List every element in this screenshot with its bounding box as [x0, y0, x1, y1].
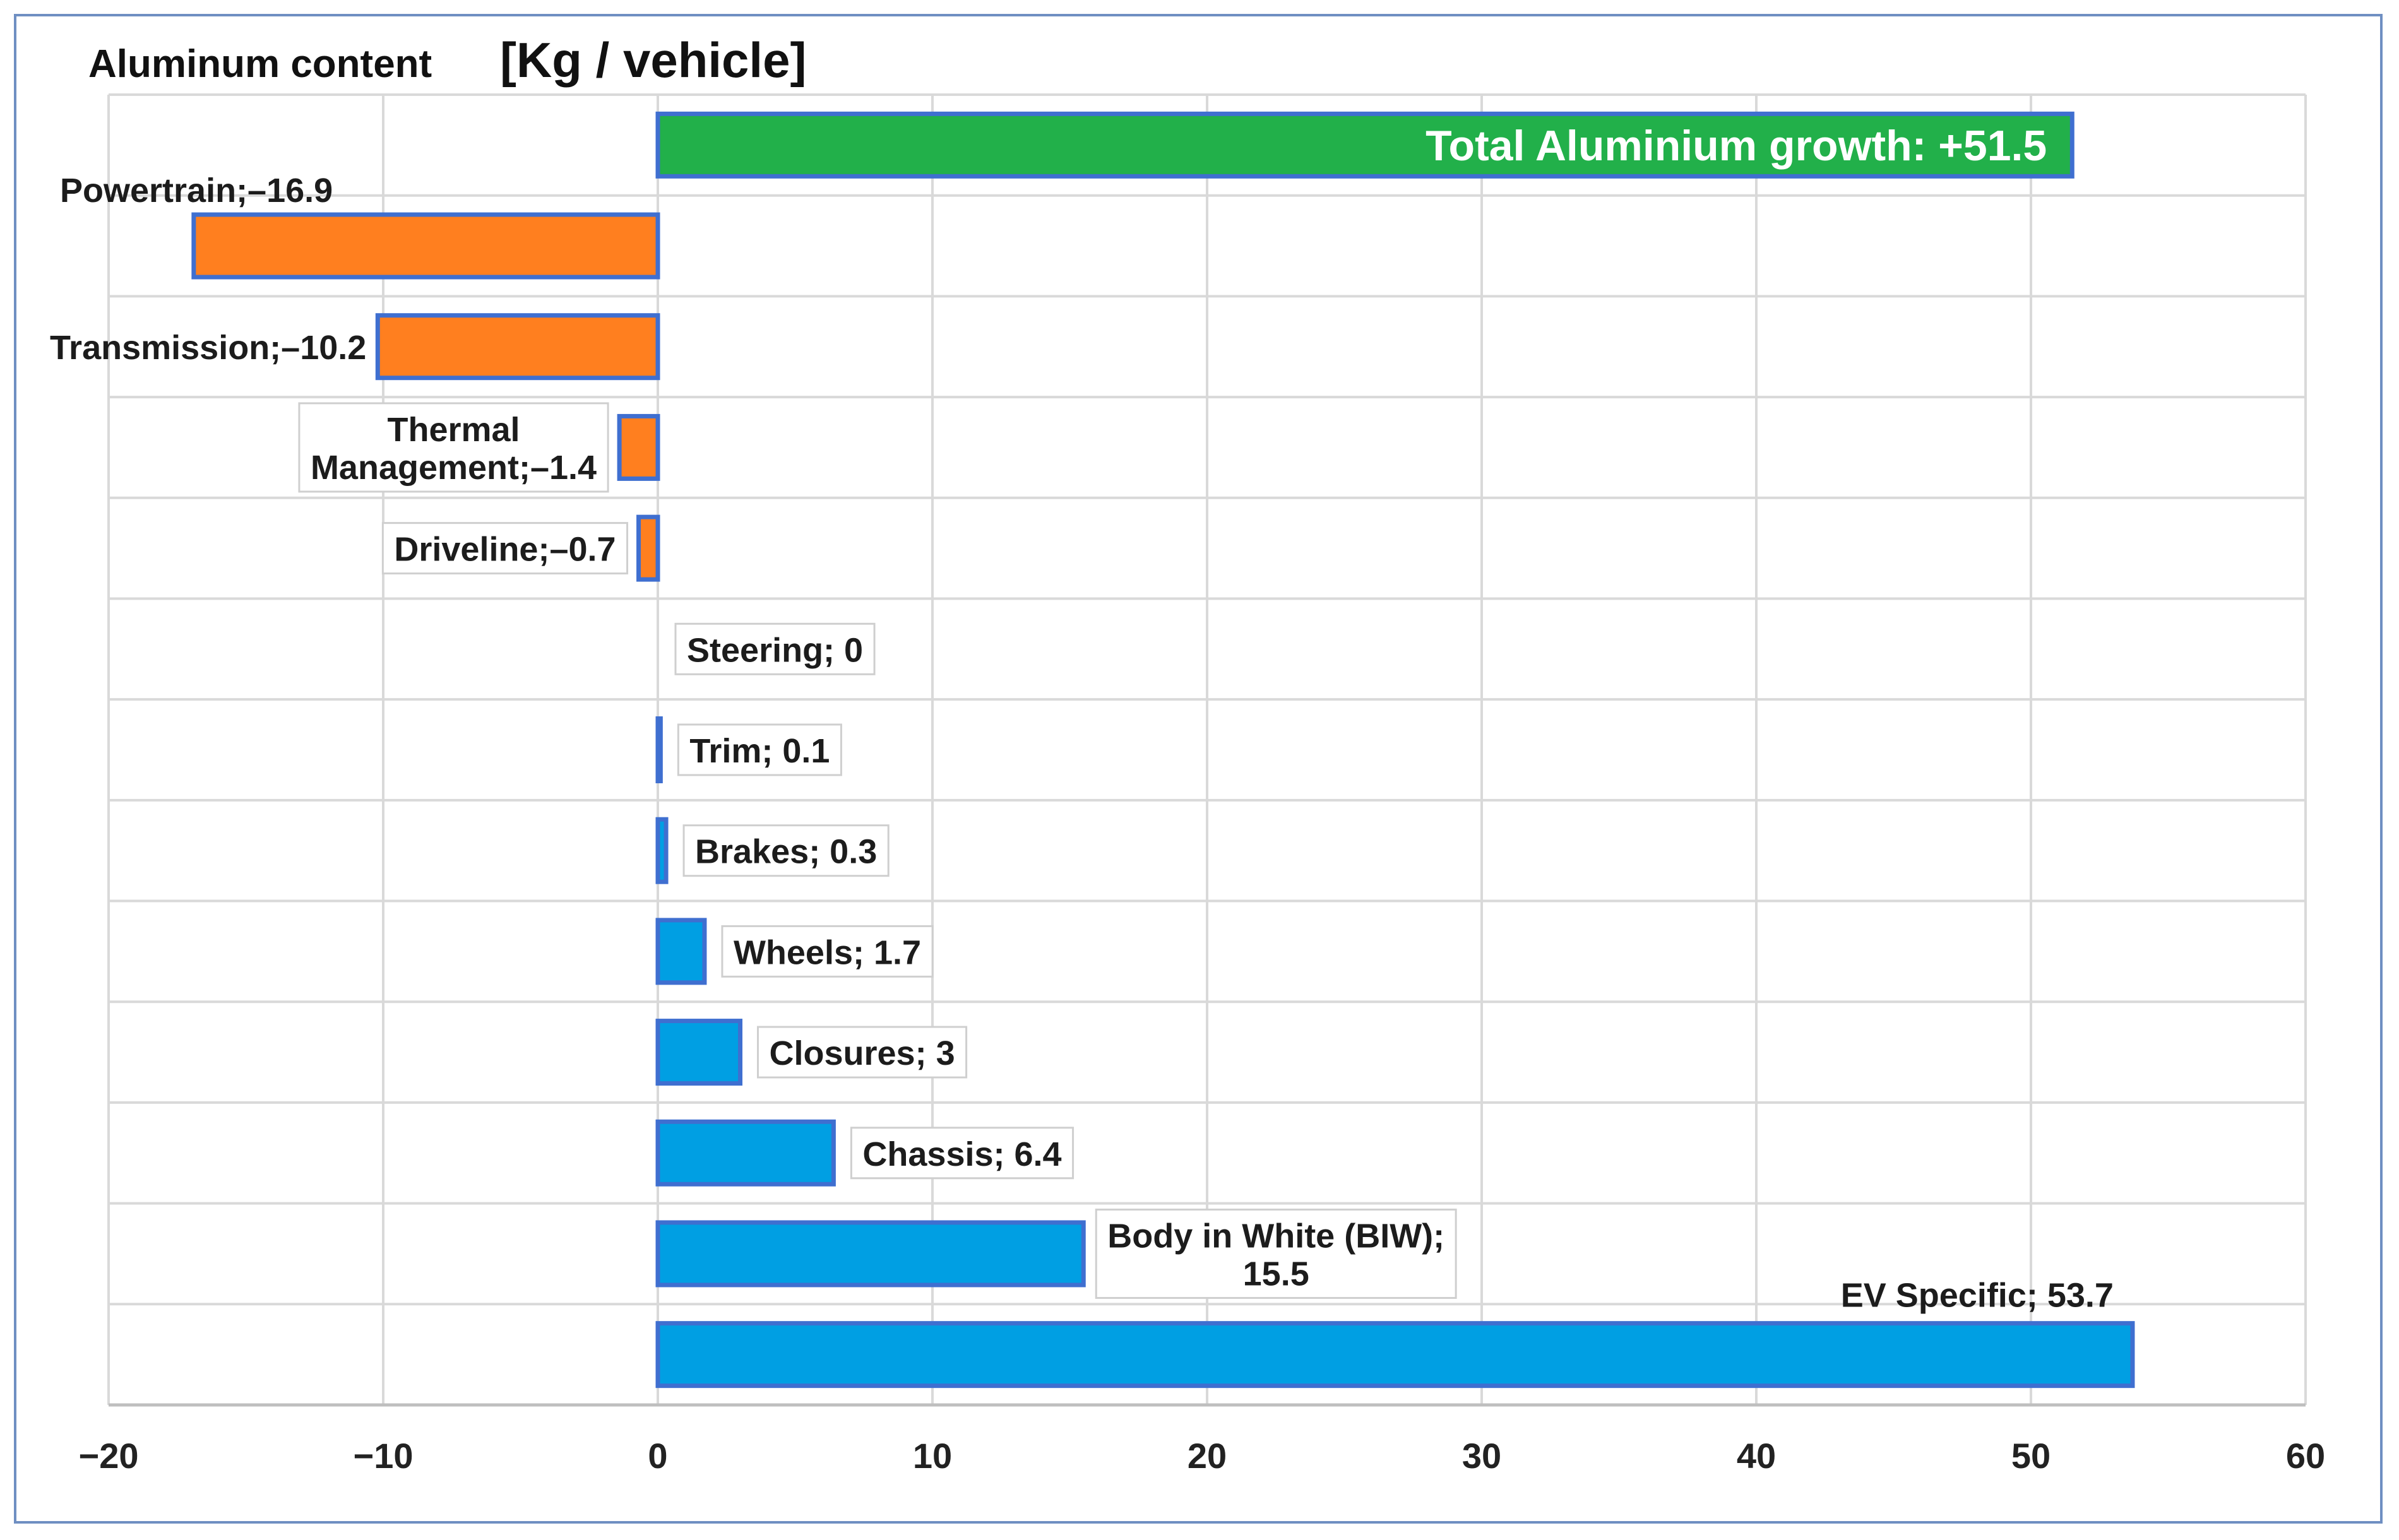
bar-label-box — [850, 1127, 1074, 1180]
bar-label: Brakes; 0.3 — [682, 824, 890, 877]
bar-layer — [191, 111, 2135, 1389]
bar-label-text: Closures; 3 — [770, 1034, 955, 1072]
bar-label-text: Powertrain;–16.9 — [60, 172, 333, 210]
bar-label-text: Brakes; 0.3 — [695, 833, 877, 871]
bar-label-box — [677, 723, 842, 776]
x-tick-label: 20 — [1188, 1436, 1227, 1476]
x-tick-label: −10 — [354, 1436, 414, 1476]
bar — [655, 1119, 836, 1187]
bar-label-text: Body in White (BIW); — [1107, 1217, 1444, 1255]
bar-label: Steering; 0 — [674, 622, 876, 675]
bar-label-text: Management;–1.4 — [311, 449, 597, 487]
x-tick-label: −20 — [79, 1436, 139, 1476]
bar-label-text: Thermal — [387, 411, 520, 449]
bar — [655, 1220, 1086, 1288]
bar-label: Trim; 0.1 — [677, 723, 842, 776]
label-layer: Total Aluminium growth: +51.5 Powertrain;… — [50, 122, 2114, 1315]
bar — [191, 212, 660, 280]
chart-title: Aluminum content — [88, 42, 432, 86]
bar-label: Wheels; 1.7 — [721, 925, 934, 978]
bar-label-text: 15.5 — [1243, 1255, 1309, 1293]
bar-label-text: Chassis; 6.4 — [862, 1135, 1061, 1173]
bar-label-text: Transmission;–10.2 — [50, 329, 366, 367]
x-tick-label: 50 — [2011, 1436, 2051, 1476]
x-tick-label: 60 — [2286, 1436, 2325, 1476]
bar — [655, 716, 663, 784]
bar-label-box — [674, 622, 876, 675]
bar — [375, 313, 660, 381]
bar-label-text: Driveline;–0.7 — [394, 531, 616, 569]
bar — [655, 918, 707, 985]
x-tick-label: 30 — [1462, 1436, 1501, 1476]
bar-label: Closures; 3 — [757, 1026, 968, 1079]
bar — [617, 413, 660, 481]
bar — [655, 111, 2075, 179]
bar — [655, 1321, 2135, 1389]
tick-layer: −20 −10 0 10 20 30 40 50 60 — [79, 1436, 2326, 1476]
x-tick-label: 0 — [648, 1436, 667, 1476]
bar-label-box — [757, 1026, 968, 1079]
bar-label-box — [721, 925, 934, 978]
bar-label-text: Steering; 0 — [687, 631, 863, 669]
bar-label-text: EV Specific; 53.7 — [1841, 1277, 2114, 1315]
bar-label: Driveline;–0.7 — [381, 522, 629, 575]
x-tick-label: 40 — [1737, 1436, 1776, 1476]
bar-label-box — [1095, 1208, 1457, 1299]
total-growth-label: Total Aluminium growth: +51.5 — [1426, 122, 2047, 170]
x-tick-label: 10 — [913, 1436, 952, 1476]
grid-layer — [107, 93, 2307, 1407]
bar-label-box — [298, 402, 609, 493]
chart-title-unit: [Kg / vehicle] — [500, 32, 806, 88]
bar-label-box — [682, 824, 890, 877]
bar — [655, 1019, 742, 1086]
bar — [636, 514, 660, 582]
bar-label-text: Trim; 0.1 — [689, 732, 830, 770]
bar-label-box — [381, 522, 629, 575]
bar-label-text: Wheels; 1.7 — [734, 933, 921, 971]
bar — [655, 817, 669, 884]
bar-label: Body in White (BIW);15.5 — [1095, 1208, 1457, 1299]
bar-label: Chassis; 6.4 — [850, 1127, 1074, 1180]
